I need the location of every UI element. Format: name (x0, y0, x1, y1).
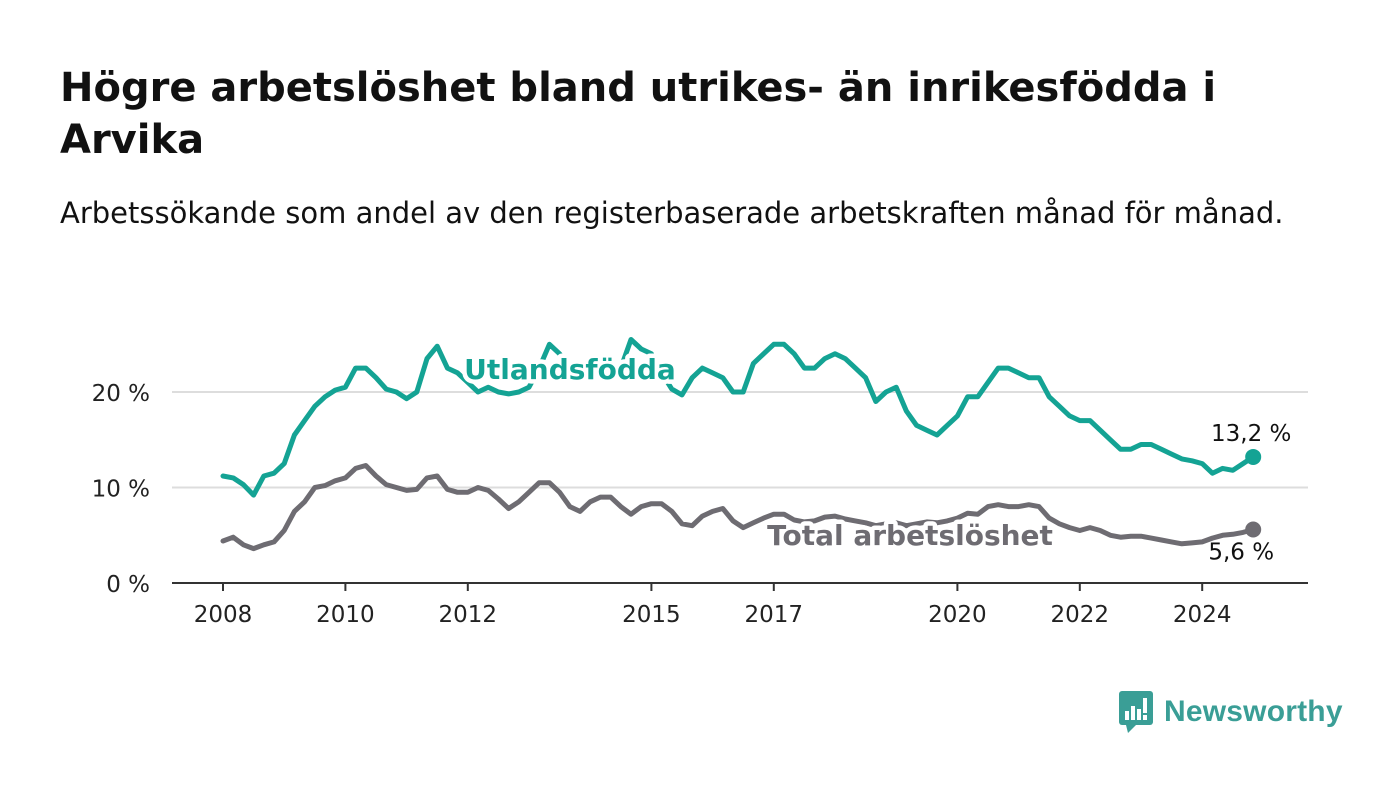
gridlines (172, 391, 1308, 489)
x-tick-label: 2022 (1051, 602, 1110, 628)
x-tick-label: 2008 (194, 602, 253, 628)
series-end-point (1245, 448, 1262, 465)
brand-name: Newsworthy (1164, 695, 1343, 728)
x-tick-label: 2012 (439, 602, 498, 628)
x-tick-label: 2015 (622, 602, 681, 628)
series-label: Total arbetslöshet (767, 519, 1053, 552)
x-tick-label: 2010 (316, 602, 375, 628)
series-lines (220, 337, 1262, 552)
y-tick-label: 10 % (92, 477, 150, 503)
y-tick-label: 20 % (92, 381, 150, 407)
end-value-label: 5,6 % (1208, 540, 1274, 566)
chart-subtitle: Arbetssökande som andel av den registerb… (60, 196, 1284, 230)
bar-chart-speech-bubble-icon (1119, 691, 1153, 733)
x-tick-label: 2017 (745, 602, 804, 628)
series-line-total (220, 463, 1256, 552)
series-line-utlandsfodda (220, 337, 1256, 498)
series-label: Utlandsfödda (464, 353, 676, 386)
x-tick-label: 2020 (928, 602, 987, 628)
y-tick-label: 0 % (106, 572, 150, 598)
chart-title: Högre arbetslöshet bland utrikes- än inr… (60, 65, 1217, 163)
series-end-point (1245, 521, 1262, 538)
end-value-label: 13,2 % (1211, 421, 1291, 447)
y-axis-labels: 0 % 10 % 20 % (92, 381, 150, 598)
x-tick-label: 2024 (1173, 602, 1232, 628)
series-labels: Utlandsfödda 13,2 % Total arbetslöshet 5,6 … (460, 349, 1292, 566)
x-axis-ticks: 2008 2010 2012 2015 2017 2020 2022 2024 (194, 583, 1232, 628)
newsworthy-logo: Newsworthy (1118, 690, 1343, 734)
